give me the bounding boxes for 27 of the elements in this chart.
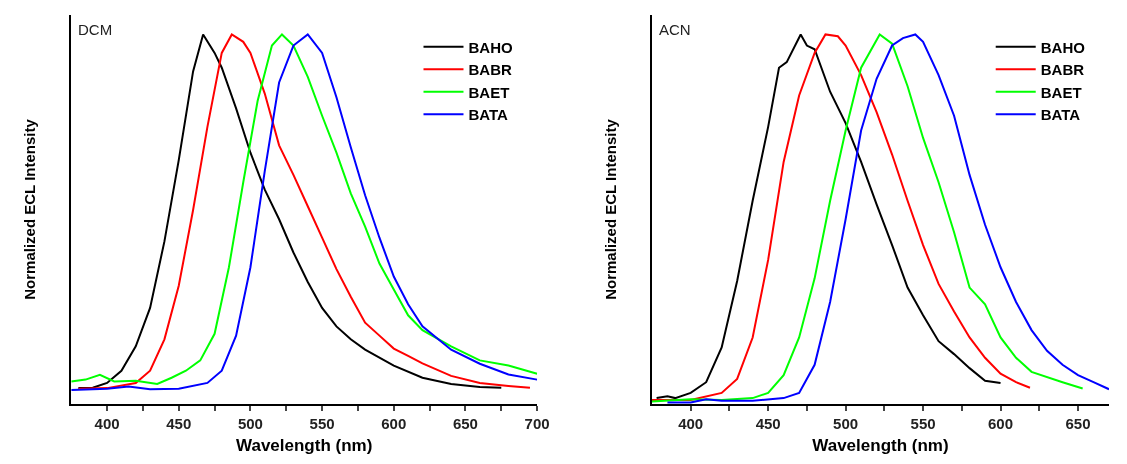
y-axis-title: Normalized ECL Intensity	[601, 118, 619, 300]
x-tick-label: 550	[910, 414, 936, 432]
x-tick-label: 400	[678, 414, 704, 432]
annotation: DCM	[78, 21, 113, 38]
legend-label: BABR	[468, 61, 512, 79]
x-tick-label: 500	[237, 414, 263, 432]
y-axis-title: Normalized ECL Intensity	[21, 118, 39, 300]
x-axis-title: Wavelength (nm)	[236, 435, 373, 455]
legend-label: BATA	[468, 106, 509, 124]
x-tick-label: 400	[94, 414, 120, 432]
x-tick-label: 550	[309, 414, 335, 432]
legend-label: BAHO	[1040, 38, 1086, 56]
legend-label: BAET	[468, 83, 510, 101]
x-tick-label: 450	[755, 414, 781, 432]
x-tick-label: 500	[833, 414, 859, 432]
x-tick-label: 650	[1065, 414, 1091, 432]
x-axis-title: Wavelength (nm)	[812, 435, 949, 455]
annotation: ACN	[659, 21, 691, 38]
x-tick-label: 600	[381, 414, 407, 432]
legend-label: BATA	[1040, 106, 1081, 124]
x-tick-label: 700	[524, 414, 550, 432]
legend-label: BABR	[1040, 61, 1085, 79]
legend-label: BAET	[1040, 83, 1082, 101]
x-tick-label: 650	[452, 414, 478, 432]
legend-label: BAHO	[468, 38, 513, 56]
x-tick-label: 600	[988, 414, 1014, 432]
x-tick-label: 450	[166, 414, 192, 432]
